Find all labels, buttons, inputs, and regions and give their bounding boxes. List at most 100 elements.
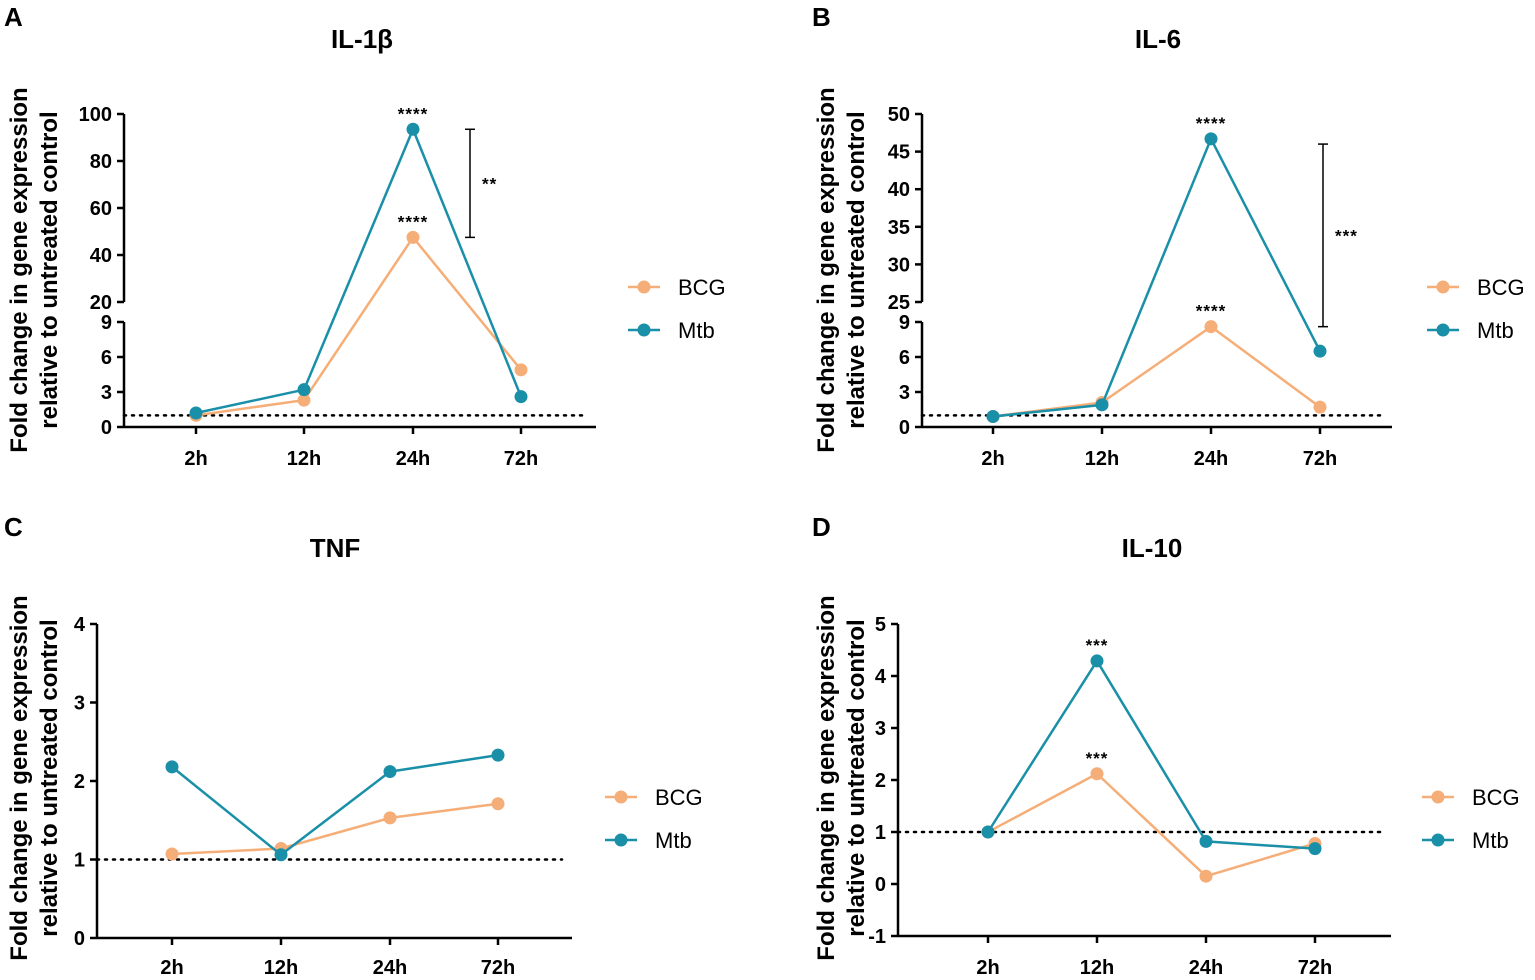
y-tick-label: 3: [74, 693, 85, 715]
data-point: [1204, 132, 1218, 146]
series-mtb: [981, 654, 1322, 856]
y-tick-label: 0: [875, 874, 886, 896]
y-tick-label: 0: [101, 417, 112, 439]
x-tick-label: 12h: [264, 957, 298, 979]
y-tick-label: 3: [875, 718, 886, 740]
y-tick-label: 35: [888, 217, 910, 239]
series-line-segment: [992, 403, 1103, 418]
legend: BCG Mtb: [1422, 785, 1520, 853]
x-tick-label: 2h: [976, 957, 999, 979]
legend-marker-mtb: [1436, 323, 1450, 337]
legend-label: BCG: [678, 275, 726, 300]
chart-title: IL-6: [1135, 24, 1181, 54]
y-axis-label-line1: Fold change in gene expression: [6, 595, 33, 960]
x-tick-label: 72h: [504, 448, 538, 470]
data-point: [383, 765, 397, 779]
legend-marker-bcg: [614, 790, 628, 804]
panel-letter: B: [812, 2, 831, 32]
y-tick-label: 6: [101, 347, 112, 369]
x-tick-label: 24h: [373, 957, 407, 979]
series-line-segment: [171, 847, 282, 856]
legend-marker-bcg: [1431, 790, 1445, 804]
y-axis-label-line1: Fold change in gene expression: [813, 87, 840, 452]
series-line-segment: [1100, 138, 1213, 406]
y-tick-label: 50: [888, 104, 910, 126]
x-tick-label: 2h: [981, 448, 1004, 470]
y-axis-label: Fold change in gene expression relative t…: [813, 595, 870, 960]
data-point: [514, 390, 528, 404]
series-line-segment: [389, 753, 499, 773]
legend-marker-mtb: [637, 323, 651, 337]
series-bcg: [165, 797, 505, 861]
data-point: [406, 122, 420, 136]
legend-label: BCG: [1472, 785, 1520, 810]
legend-label: Mtb: [1472, 828, 1509, 853]
chart-title: IL-10: [1122, 533, 1183, 563]
series-mtb: [165, 748, 505, 862]
series-line-segment: [171, 765, 282, 856]
data-point: [981, 825, 995, 839]
data-point: [1199, 834, 1213, 848]
series-line-segment: [986, 660, 1099, 833]
y-tick-label: 0: [74, 928, 85, 950]
x-tick-label: 12h: [287, 448, 321, 470]
legend-marker-mtb: [1431, 833, 1445, 847]
x-tick-label: 24h: [1189, 957, 1223, 979]
y-tick-label: 6: [899, 347, 910, 369]
x-tick-label: 72h: [1298, 957, 1332, 979]
legend-label: Mtb: [655, 828, 692, 853]
y-tick-label: 4: [875, 666, 887, 688]
series-line-segment: [280, 816, 391, 850]
y-tick-label: 0: [899, 417, 910, 439]
panel-d: D IL-10 Fold change in gene expression rela…: [812, 512, 1520, 979]
y-tick-label: 40: [90, 245, 112, 267]
y-tick-label: 2: [74, 771, 85, 793]
x-tick-label: 72h: [1303, 448, 1337, 470]
comparison-bracket: ***: [1318, 143, 1357, 328]
y-tick-label: 40: [888, 179, 910, 201]
series-mtb: [986, 132, 1327, 423]
series-line-segment: [987, 772, 1098, 834]
significance-label: ****: [398, 104, 428, 123]
data-point: [1313, 400, 1327, 414]
data-point: [297, 393, 311, 407]
x-tick-label: 24h: [396, 448, 430, 470]
series-mtb: [189, 122, 528, 420]
panel-c: C TNF Fold change in gene expression relati…: [4, 512, 703, 979]
x-tick-label: 12h: [1080, 957, 1114, 979]
y-axis-label-line1: Fold change in gene expression: [813, 595, 840, 960]
series-line-segment: [1209, 138, 1322, 352]
y-tick-label: 80: [90, 151, 112, 173]
data-point: [1095, 398, 1109, 412]
y-tick-label: 100: [79, 104, 112, 126]
data-point: [1313, 344, 1327, 358]
legend-marker-bcg: [1436, 280, 1450, 294]
y-tick-label: -1: [868, 926, 886, 948]
legend-label: Mtb: [1477, 318, 1514, 343]
panel-letter: A: [4, 2, 23, 32]
legend-label: BCG: [655, 785, 703, 810]
series-line-segment: [1205, 840, 1316, 850]
data-point: [274, 848, 288, 862]
series-line-segment: [302, 128, 415, 391]
panel-letter: D: [812, 512, 831, 542]
y-tick-label: 4: [74, 614, 86, 636]
y-tick-label: 5: [875, 614, 886, 636]
data-point: [514, 363, 528, 377]
series-line-segment: [280, 770, 391, 856]
data-point: [1204, 320, 1218, 334]
x-tick-label: 72h: [481, 957, 515, 979]
x-tick-label: 2h: [160, 957, 183, 979]
series-line-segment: [389, 802, 499, 820]
legend: BCG Mtb: [628, 275, 726, 343]
series-line-segment: [195, 388, 305, 415]
x-tick-label: 12h: [1085, 448, 1119, 470]
data-point: [297, 383, 311, 397]
chart-title: TNF: [310, 533, 361, 563]
series-line-segment: [412, 236, 522, 371]
y-axis-label-line2: relative to untreated control: [843, 111, 870, 428]
chart-title: IL-1β: [331, 24, 393, 54]
legend-label: Mtb: [678, 318, 715, 343]
panel-b: B IL-6 Fold change in gene expression relat…: [812, 2, 1525, 470]
y-axis-label: Fold change in gene expression relative t…: [6, 595, 63, 960]
